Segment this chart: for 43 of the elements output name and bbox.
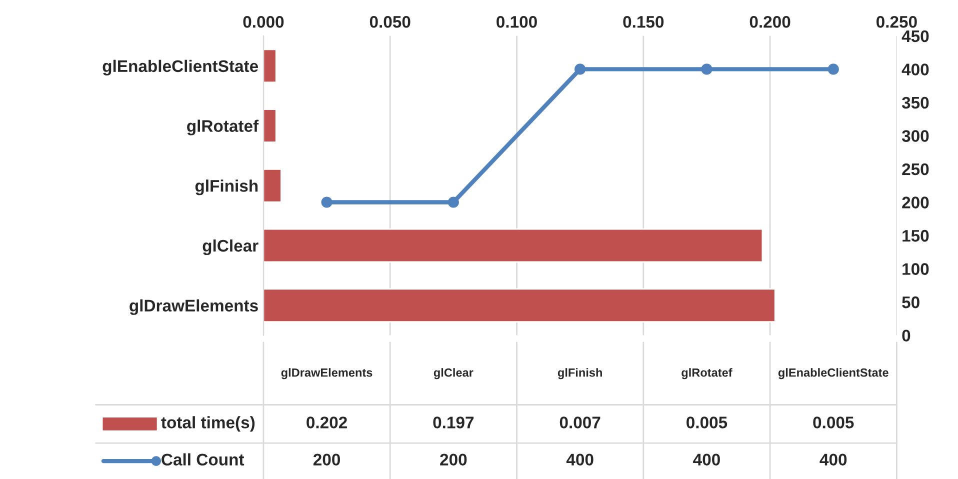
- text: 0.197: [433, 416, 474, 428]
- x-tick-label: glEnableClientState: [778, 368, 888, 380]
- data-label: 400: [693, 454, 720, 466]
- text: 0.005: [813, 416, 854, 428]
- x-tick-label: glFinish: [558, 368, 602, 380]
- bar: [263, 288, 776, 323]
- text: 0.005: [686, 416, 728, 428]
- bar: [263, 228, 764, 263]
- data-label: 400: [566, 454, 594, 466]
- x-tick-label: 0.050: [370, 16, 410, 28]
- y-tick-label: glFinish: [195, 180, 258, 196]
- data-label: 200: [440, 454, 467, 466]
- x-tick-label: 0.000: [243, 16, 284, 28]
- y-tick-label: 200: [902, 196, 929, 208]
- x-tick-label: 0.150: [623, 16, 664, 28]
- y-tick-label: 400: [902, 64, 929, 76]
- y-tick-label: 350: [902, 96, 929, 109]
- x-tick-label: glRotatef: [682, 368, 732, 380]
- text: 0.007: [560, 416, 600, 428]
- y-tick-label: 150: [902, 230, 929, 242]
- legend-label: Call Count: [162, 453, 244, 466]
- x-tick-label: 0.250: [876, 16, 917, 28]
- bar: [263, 168, 282, 203]
- y-tick-label: 50: [902, 296, 920, 308]
- x-tick-label: glDrawElements: [281, 368, 372, 380]
- y-tick-label: 250: [902, 163, 929, 176]
- text: 0.202: [306, 416, 347, 428]
- x-tick-label: 0.200: [750, 16, 790, 28]
- y-tick-label: glClear: [202, 239, 258, 256]
- y-tick-label: 450: [902, 30, 929, 42]
- y-tick-label: glEnableClientState: [102, 60, 258, 76]
- y-tick-label: 300: [902, 130, 929, 142]
- y-tick-label: glRotatef: [187, 120, 259, 136]
- y-tick-label: 100: [902, 263, 929, 275]
- y-tick-label: glDrawElements: [130, 299, 258, 315]
- bar: [263, 108, 277, 143]
- y-tick-label: 0: [902, 330, 910, 342]
- data-label: 200: [313, 454, 340, 466]
- legend-label: total time(s): [161, 416, 255, 432]
- x-tick-label: glClear: [434, 368, 474, 380]
- bar: [263, 48, 277, 84]
- data-label: 400: [820, 454, 847, 466]
- x-tick-label: 0.100: [496, 16, 537, 28]
